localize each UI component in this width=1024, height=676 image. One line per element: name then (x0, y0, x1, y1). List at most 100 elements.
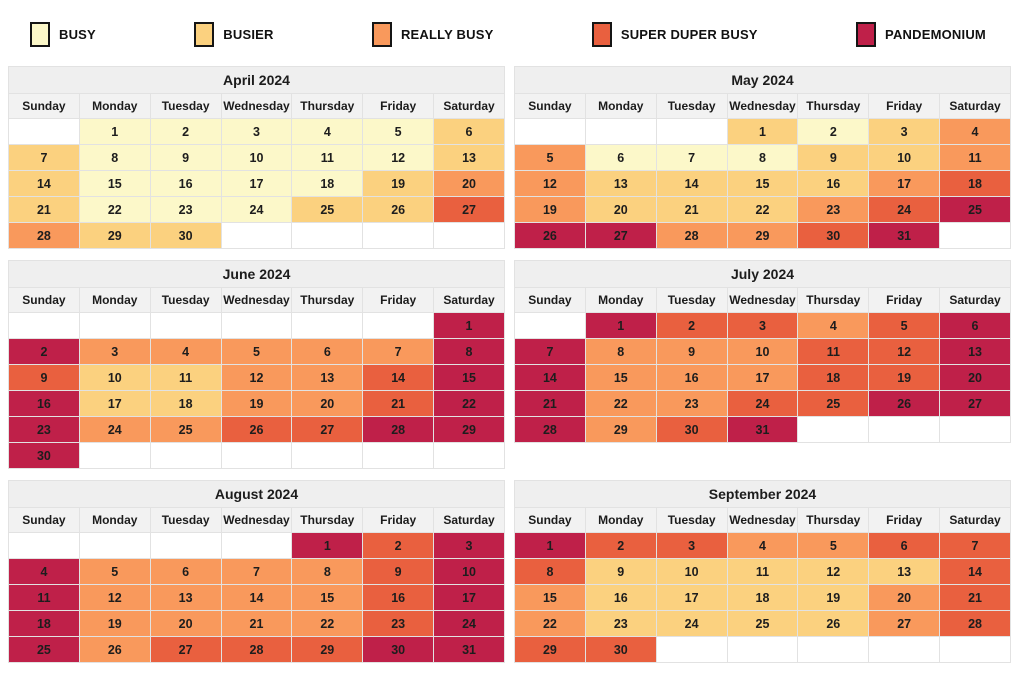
legend-swatch-pandemonium-icon (856, 21, 877, 47)
day-cell: 29 (726, 222, 799, 249)
empty-cell (78, 312, 151, 339)
day-cell: 13 (584, 170, 657, 197)
day-cell: 6 (433, 118, 505, 145)
day-header-wednesday: Wednesday (726, 507, 799, 533)
day-cell: 26 (514, 222, 586, 249)
day-cell: 11 (8, 584, 80, 611)
day-header-tuesday: Tuesday (149, 93, 222, 119)
months-grid: April 2024 Sunday Monday Tuesday Wednesday Th… (0, 66, 1024, 663)
day-header-wednesday: Wednesday (726, 93, 799, 119)
legend-item-really_busy: REALLY BUSY (371, 21, 494, 47)
day-cell: 12 (797, 558, 870, 585)
day-cell: 29 (433, 416, 505, 443)
day-cell: 5 (362, 118, 435, 145)
day-cell: 9 (149, 144, 222, 171)
day-header-saturday: Saturday (433, 287, 505, 313)
day-cell: 31 (433, 636, 505, 663)
day-cell: 27 (868, 610, 941, 637)
empty-cell (726, 636, 799, 663)
empty-cell (797, 636, 870, 663)
day-header-friday: Friday (868, 93, 941, 119)
day-cell: 13 (868, 558, 941, 585)
day-cell: 23 (149, 196, 222, 223)
empty-cell (433, 442, 505, 469)
day-cell: 3 (726, 312, 799, 339)
day-cell: 6 (149, 558, 222, 585)
day-cell: 28 (655, 222, 728, 249)
empty-cell (362, 442, 435, 469)
day-cell: 28 (220, 636, 293, 663)
day-cell: 21 (220, 610, 293, 637)
day-cell: 11 (291, 144, 364, 171)
day-cell: 18 (149, 390, 222, 417)
day-cell: 6 (939, 312, 1011, 339)
day-cell: 16 (797, 170, 870, 197)
day-cell: 5 (78, 558, 151, 585)
month-title: September 2024 (514, 480, 1011, 508)
empty-cell (939, 222, 1011, 249)
day-header-wednesday: Wednesday (726, 287, 799, 313)
day-cell: 9 (655, 338, 728, 365)
day-header-sunday: Sunday (514, 507, 586, 533)
legend-label-really_busy: REALLY BUSY (400, 26, 494, 42)
day-cell: 12 (78, 584, 151, 611)
day-cell: 15 (433, 364, 505, 391)
day-cell: 25 (149, 416, 222, 443)
empty-cell (868, 636, 941, 663)
day-cell: 4 (8, 558, 80, 585)
day-cell: 13 (939, 338, 1011, 365)
empty-cell (220, 312, 293, 339)
day-cell: 4 (939, 118, 1011, 145)
day-cell: 27 (291, 416, 364, 443)
legend-item-pandemonium: PANDEMONIUM (856, 21, 986, 47)
day-cell: 9 (8, 364, 80, 391)
empty-cell (797, 416, 870, 443)
day-cell: 1 (726, 118, 799, 145)
day-cell: 8 (291, 558, 364, 585)
day-cell: 6 (868, 532, 941, 559)
month-title: August 2024 (8, 480, 505, 508)
day-cell: 18 (8, 610, 80, 637)
day-cell: 20 (939, 364, 1011, 391)
legend-swatch-busy-icon (30, 21, 50, 47)
day-cell: 9 (584, 558, 657, 585)
day-cell: 14 (655, 170, 728, 197)
day-cell: 4 (726, 532, 799, 559)
legend-label-pandemonium: PANDEMONIUM (885, 26, 986, 42)
day-cell: 9 (797, 144, 870, 171)
day-cell: 28 (939, 610, 1011, 637)
calendar-august-2024: August 2024 Sunday Monday Tuesday Wednesday T… (8, 480, 505, 663)
calendar-july-2024: July 2024 Sunday Monday Tuesday Wednesday Thu… (514, 260, 1011, 443)
day-cell: 27 (939, 390, 1011, 417)
day-cell: 6 (291, 338, 364, 365)
day-cell: 16 (362, 584, 435, 611)
day-header-monday: Monday (584, 93, 657, 119)
day-header-monday: Monday (584, 287, 657, 313)
day-cell: 15 (584, 364, 657, 391)
day-cell: 7 (514, 338, 586, 365)
day-cell: 2 (655, 312, 728, 339)
day-cell: 8 (78, 144, 151, 171)
calendar-may-2024: May 2024 Sunday Monday Tuesday Wednesday Thur… (514, 66, 1011, 249)
day-header-friday: Friday (362, 507, 435, 533)
day-cell: 17 (726, 364, 799, 391)
day-cell: 19 (868, 364, 941, 391)
empty-cell (868, 416, 941, 443)
empty-cell (514, 312, 586, 339)
day-cell: 26 (868, 390, 941, 417)
day-cell: 2 (797, 118, 870, 145)
day-cell: 16 (584, 584, 657, 611)
legend-item-busy: BUSY (30, 21, 96, 47)
day-header-friday: Friday (868, 287, 941, 313)
day-header-tuesday: Tuesday (149, 287, 222, 313)
day-cell: 24 (655, 610, 728, 637)
day-header-monday: Monday (78, 93, 151, 119)
day-cell: 24 (726, 390, 799, 417)
day-header-friday: Friday (868, 507, 941, 533)
day-cell: 22 (514, 610, 586, 637)
day-cell: 14 (362, 364, 435, 391)
day-cell: 23 (584, 610, 657, 637)
day-cell: 10 (220, 144, 293, 171)
legend: BUSY BUSIER REALLY BUSY SUPER DUPER BUSY PAN… (0, 0, 1024, 66)
day-header-sunday: Sunday (514, 287, 586, 313)
